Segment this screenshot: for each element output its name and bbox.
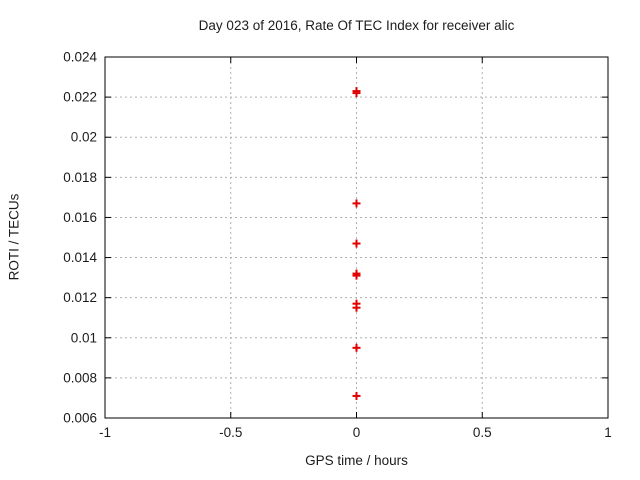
- y-tick-label: 0.012: [63, 290, 97, 305]
- data-point-marker: [352, 271, 361, 280]
- data-point-marker: [352, 199, 361, 208]
- x-tick-label: -1: [99, 425, 111, 440]
- y-tick-label: 0.008: [63, 370, 97, 385]
- gridlines: [105, 57, 608, 418]
- x-tick-label: -0.5: [219, 425, 242, 440]
- data-points: [352, 87, 361, 400]
- x-tick-label: 0: [353, 425, 361, 440]
- y-tick-label: 0.022: [63, 90, 97, 105]
- chart-title: Day 023 of 2016, Rate Of TEC Index for r…: [198, 18, 515, 33]
- y-tick-label: 0.01: [71, 330, 97, 345]
- x-tick-label: 0.5: [473, 425, 492, 440]
- axis-tick-labels: -1 -0.5 0 0.5 1 0.006 0.008 0.01 0.012 0.014 0.016…: [63, 50, 612, 441]
- x-tick-label: 1: [604, 425, 612, 440]
- data-point-marker: [352, 303, 361, 312]
- data-point-marker: [352, 89, 361, 98]
- data-point-marker: [352, 343, 361, 352]
- y-tick-label: 0.024: [63, 50, 97, 65]
- y-tick-label: 0.014: [63, 250, 97, 265]
- y-tick-label: 0.006: [63, 411, 97, 426]
- y-tick-label: 0.02: [71, 130, 97, 145]
- x-axis-label: GPS time / hours: [305, 453, 408, 468]
- data-point-marker: [352, 239, 361, 248]
- y-tick-label: 0.018: [63, 170, 97, 185]
- y-tick-label: 0.016: [63, 210, 97, 225]
- axis-ticks: [104, 56, 609, 419]
- data-point-marker: [352, 391, 361, 400]
